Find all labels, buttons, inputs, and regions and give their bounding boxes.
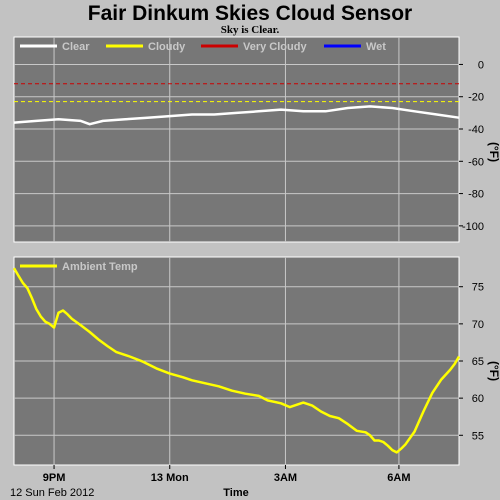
legend-label-ambient-temp: Ambient Temp [62,261,138,273]
sky-unit-label: (°F) [487,142,500,162]
sky-y-tick-label: -80 [468,189,484,201]
amb-y-tick-label: 70 [472,319,484,331]
legend-label-clear: Clear [62,41,90,53]
x-axis-label: Time [223,487,248,499]
sky-y-tick-label: -100 [462,221,484,233]
sky-plot-area [13,36,460,243]
sky-y-tick-labels: 0 -20 -40 -60 -80 -100 [459,59,484,233]
series-line-clear [13,105,460,126]
sky-y-tick-label: -20 [468,92,484,104]
x-tick-label: 13 Mon [151,472,189,484]
series-line-ambient-temp [12,267,461,454]
legend-label-very-cloudy: Very Cloudy [243,41,307,53]
ambient-y-tick-labels: 75 70 65 60 55 [459,282,484,442]
ambient-temperature-panel: 75 70 65 60 55 9PM 13 Mon 3AM 6AM (°F) Ambient … [12,256,500,484]
x-tick-labels: 9PM 13 Mon 3AM 6AM [43,465,411,484]
sky-series [13,105,460,126]
amb-y-tick-label: 60 [472,393,484,405]
date-label: 12 Sun Feb 2012 [10,487,94,499]
ambient-legend: Ambient Temp [20,261,138,273]
amb-y-tick-label: 75 [472,282,484,294]
sky-y-tick-label: -40 [468,124,484,136]
x-tick-label: 9PM [43,472,66,484]
ambient-series [12,267,461,454]
legend-label-cloudy: Cloudy [148,41,186,53]
legend-label-wet: Wet [366,41,386,53]
sky-y-tick-label: 0 [478,59,484,71]
ambient-grid [14,257,459,465]
amb-y-tick-label: 55 [472,430,484,442]
amb-y-tick-label: 65 [472,356,484,368]
ambient-unit-label: (°F) [487,361,500,381]
page-title: Fair Dinkum Skies Cloud Sensor [88,2,412,25]
sky-grid [14,37,459,242]
sky-status: Sky is Clear. [221,24,280,36]
x-tick-label: 6AM [387,472,410,484]
sky-y-tick-label: -60 [468,156,484,168]
sky-temperature-panel: 0 -20 -40 -60 -80 -100 (°F) Clear Cloudy Very… [13,36,500,243]
x-tick-label: 3AM [274,472,297,484]
sky-legend: Clear Cloudy Very Cloudy Wet [20,41,386,53]
